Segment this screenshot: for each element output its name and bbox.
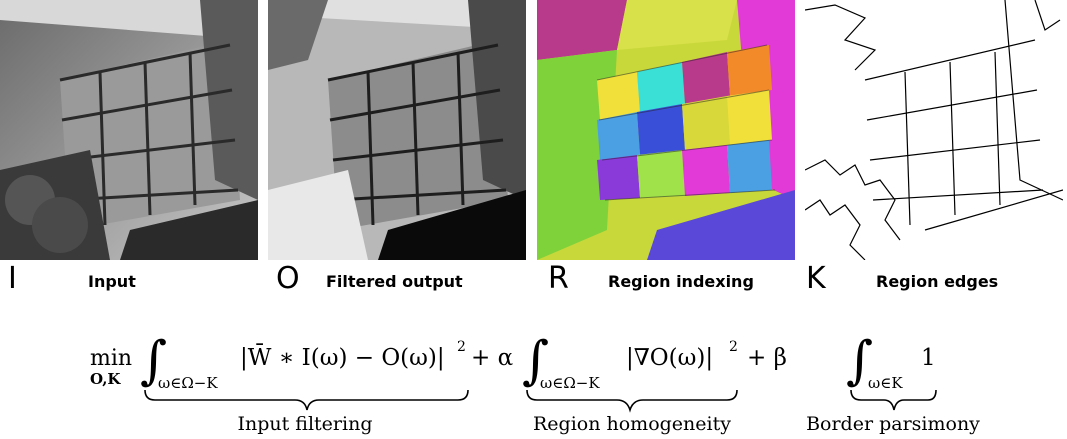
term-3: 1 [921, 345, 936, 371]
caption-region-indexing: Region indexing [608, 272, 754, 291]
label-region-homogeneity: Region homogeneity [533, 413, 731, 435]
region-edges-image [805, 0, 1063, 260]
caption-region-edges: Region edges [876, 272, 999, 291]
symbol-input: I [8, 261, 17, 296]
min-operator: min [90, 346, 132, 371]
integral-1-subscript: ω∈Ω−K [158, 374, 218, 392]
min-subscript: O,K [90, 370, 121, 388]
energy-equation: min O,K ∫ ω∈Ω−K |W̄ ∗ I(ω) − O(ω)| 2 + α… [90, 331, 980, 435]
underbrace-border-parsimony [850, 389, 937, 411]
region-cell [637, 104, 685, 155]
integral-2-subscript: ω∈Ω−K [540, 374, 600, 392]
region-cell [682, 96, 730, 150]
region-indexing-image [537, 0, 795, 260]
integral-1: ∫ [140, 331, 167, 391]
region-cell [597, 155, 640, 200]
integral-3-subscript: ω∈K [868, 374, 903, 392]
term-2: |∇O(ω)| [626, 345, 713, 371]
underbrace-region-homogeneity [526, 389, 738, 413]
input-image [0, 0, 258, 260]
region-cell [727, 90, 772, 145]
plus-alpha: + α [471, 345, 513, 371]
caption-input: Input [88, 272, 136, 291]
underbrace-input-filtering [144, 389, 469, 411]
integral-2: ∫ [522, 331, 549, 391]
plus-beta: + β [747, 345, 787, 371]
label-input-filtering: Input filtering [237, 413, 372, 435]
region-cell [727, 45, 772, 96]
integral-3: ∫ [846, 331, 873, 391]
region-cell [597, 72, 640, 120]
filtered-output-image [268, 0, 526, 260]
caption-filtered-output: Filtered output [326, 272, 463, 291]
term-1-square: 2 [457, 339, 466, 355]
symbol-region: R [548, 261, 569, 296]
symbol-edges: K [806, 261, 826, 296]
region-cell [597, 112, 640, 160]
region-cell [637, 150, 685, 198]
region-cell [682, 52, 730, 104]
term-2-square: 2 [729, 339, 738, 355]
region-cell [682, 145, 730, 196]
region-cell [637, 62, 685, 112]
term-1: |W̄ ∗ I(ω) − O(ω)| [240, 344, 445, 371]
label-border-parsimony: Border parsimony [806, 413, 980, 435]
region-cell [727, 140, 772, 193]
symbol-output: O [276, 261, 300, 296]
